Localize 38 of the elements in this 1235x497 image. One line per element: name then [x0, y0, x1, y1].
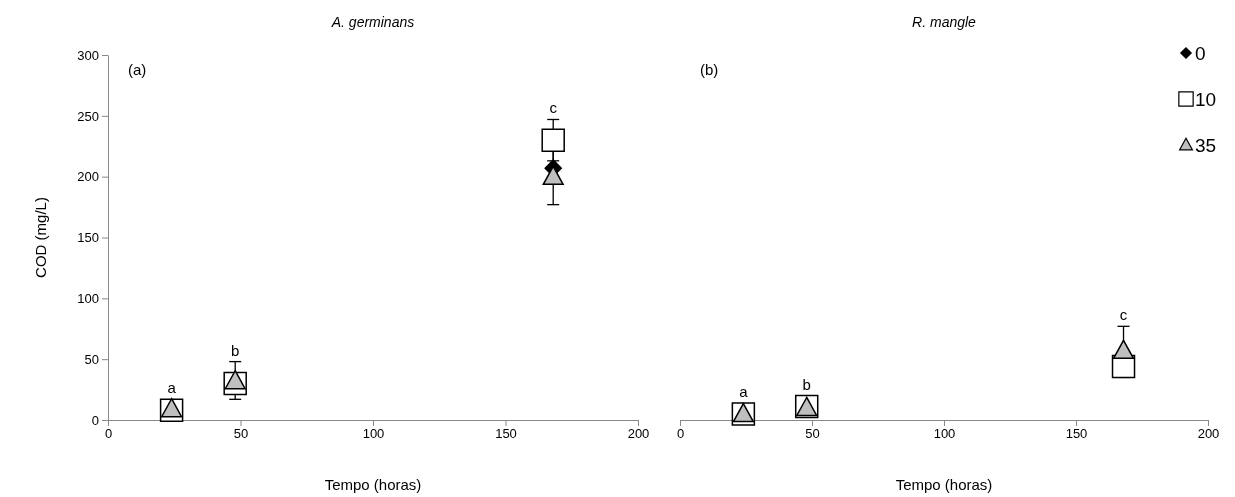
annotation: a — [167, 379, 177, 397]
point — [1112, 339, 1135, 360]
y-tick-label: 300 — [77, 47, 99, 63]
x-tick-label: 0 — [676, 426, 685, 442]
x-tick-label: 200 — [1197, 426, 1220, 442]
x-tick-label: 0 — [104, 426, 113, 442]
x-tick-label: 150 — [495, 426, 517, 442]
x-tick-label: 50 — [805, 426, 820, 442]
x-tick-label: 100 — [933, 426, 956, 442]
annotation: b — [802, 375, 811, 393]
x-axis-title: Tempo (horas) — [324, 476, 422, 493]
legend-label: 10 — [1195, 89, 1217, 110]
legend-label: 35 — [1195, 135, 1217, 156]
x-tick-label: 50 — [233, 426, 249, 442]
x-tick-label: 150 — [1065, 426, 1088, 442]
point — [224, 369, 246, 390]
x-axis-title: Tempo (horas) — [895, 476, 993, 493]
legend-label: 0 — [1195, 43, 1206, 64]
point — [542, 165, 564, 186]
annotation: c — [1119, 306, 1128, 324]
y-axis-title: COD (mg/L) — [32, 197, 49, 278]
x-tick-label: 100 — [362, 426, 385, 442]
annotation: b — [231, 341, 240, 359]
chart-title: R. mangle — [912, 14, 977, 30]
y-tick-label: 150 — [77, 230, 99, 246]
y-tick-label: 200 — [77, 169, 99, 185]
y-tick-label: 0 — [91, 412, 99, 428]
point — [541, 128, 565, 152]
y-tick-label: 250 — [77, 108, 99, 124]
annotation: a — [739, 382, 749, 400]
x-tick-label: 200 — [627, 426, 650, 442]
y-tick-label: 100 — [77, 290, 99, 306]
y-tick-label: 50 — [84, 351, 99, 367]
point — [160, 397, 183, 418]
chart-title: A. germinans — [330, 14, 415, 30]
annotation: (a) — [128, 61, 147, 78]
annotation: c — [549, 99, 558, 117]
annotation: (b) — [700, 61, 719, 78]
